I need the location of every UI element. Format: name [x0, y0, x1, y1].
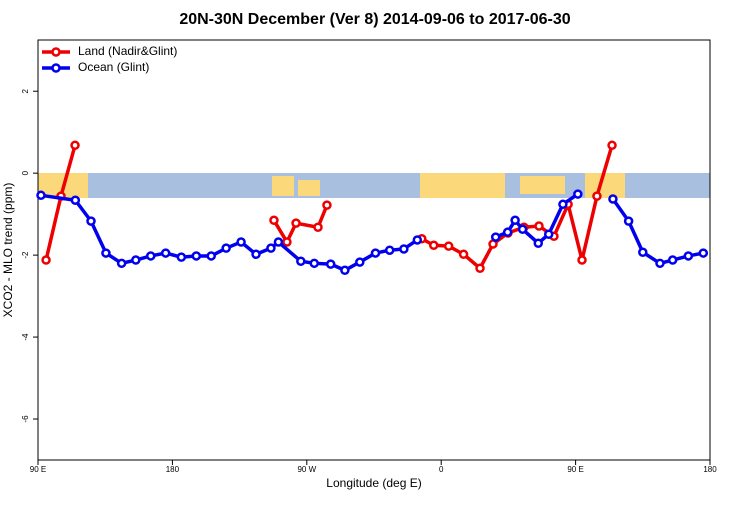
data-point	[533, 238, 544, 248]
data-point	[86, 216, 96, 226]
x-tick-label: 180	[703, 465, 717, 474]
data-point	[623, 216, 634, 226]
data-point	[543, 229, 554, 239]
data-point	[131, 255, 141, 265]
legend-marker	[51, 47, 61, 57]
data-point	[340, 265, 350, 276]
data-point	[698, 248, 709, 258]
x-tick-label: 90 W	[297, 465, 316, 474]
land-patch	[585, 173, 625, 198]
data-point	[428, 240, 439, 251]
data-point	[116, 258, 127, 269]
y-tick-label: 0	[21, 170, 30, 175]
data-point	[322, 200, 332, 210]
x-tick-label: 180	[166, 465, 180, 474]
data-point	[558, 199, 568, 210]
data-point	[41, 255, 51, 265]
y-tick-label: -6	[21, 415, 30, 423]
data-point	[325, 259, 336, 269]
land-patch	[298, 180, 320, 196]
x-axis-label: Longitude (deg E)	[326, 476, 421, 490]
legend-marker	[51, 63, 61, 73]
y-tick-label: -2	[21, 251, 30, 259]
x-tick-label: 90 E	[30, 465, 46, 474]
data-point	[36, 190, 46, 201]
data-point	[355, 257, 365, 267]
map-strip	[38, 173, 710, 198]
data-point	[475, 263, 485, 273]
data-point	[70, 195, 81, 205]
data-point	[502, 227, 513, 237]
data-point	[534, 221, 544, 231]
data-point	[683, 251, 694, 261]
data-point	[282, 237, 292, 247]
data-point	[577, 255, 587, 265]
data-point	[309, 258, 320, 269]
data-point	[176, 252, 187, 262]
data-point	[399, 244, 409, 254]
data-point	[655, 258, 665, 269]
data-point	[296, 256, 306, 267]
data-point	[70, 140, 80, 151]
x-tick-label: 90 E	[567, 465, 583, 474]
legend-label: Land (Nadir&Glint)	[78, 44, 177, 58]
data-point	[313, 222, 323, 233]
x-tick-label: 0	[439, 465, 444, 474]
land-patch	[520, 176, 565, 194]
data-point	[266, 243, 276, 253]
data-point	[101, 248, 111, 258]
data-point	[291, 218, 301, 228]
land-patch	[420, 173, 505, 198]
legend-label: Ocean (Glint)	[78, 60, 149, 74]
chart-title: 20N-30N December (Ver 8) 2014-09-06 to 2…	[179, 11, 570, 28]
data-point	[145, 251, 156, 261]
data-point	[592, 191, 602, 201]
data-point	[607, 140, 617, 151]
data-point	[160, 248, 171, 258]
y-tick-label: -4	[21, 333, 30, 341]
data-point	[517, 224, 528, 235]
data-point	[510, 215, 520, 226]
data-point	[206, 251, 216, 261]
data-point	[573, 189, 583, 199]
data-point	[638, 247, 648, 258]
data-point	[251, 249, 261, 260]
data-point	[273, 237, 284, 247]
data-point	[412, 235, 423, 245]
data-point	[443, 241, 454, 251]
data-point	[384, 245, 395, 255]
data-point	[667, 255, 678, 265]
data-point	[191, 251, 202, 261]
data-point	[236, 237, 246, 247]
data-point	[490, 232, 501, 242]
data-point	[269, 215, 279, 226]
y-tick-label: 2	[21, 88, 30, 93]
land-patch	[272, 176, 294, 196]
plot-frame	[37, 39, 711, 461]
y-axis-label: XCO2 - MLO trend (ppm)	[1, 183, 15, 318]
data-point	[221, 243, 231, 253]
data-point	[370, 248, 381, 258]
data-point	[608, 194, 618, 204]
data-point	[458, 249, 469, 260]
